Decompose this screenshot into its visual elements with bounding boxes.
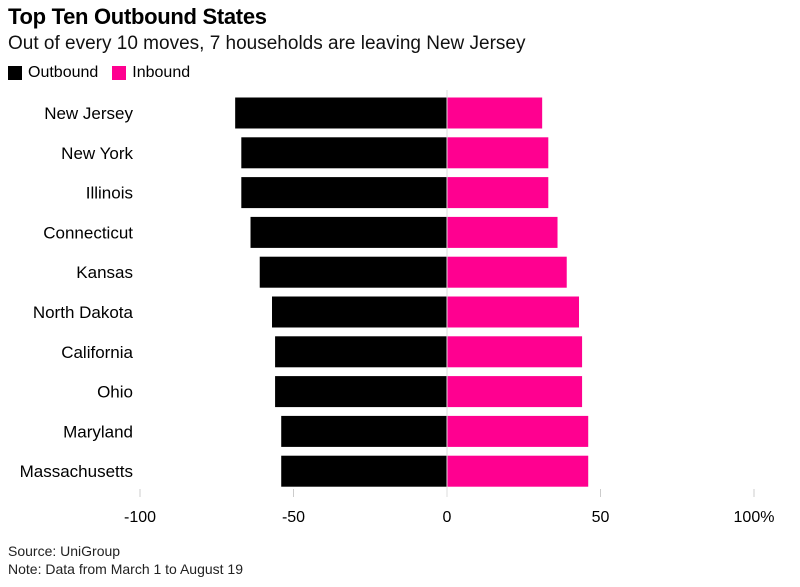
chart-subtitle: Out of every 10 moves, 7 households are … bbox=[8, 33, 526, 54]
category-label-2: Illinois bbox=[86, 184, 133, 203]
category-label-9: Massachusetts bbox=[20, 462, 133, 481]
category-label-5: North Dakota bbox=[33, 303, 134, 322]
bar-outbound-9 bbox=[281, 455, 447, 487]
bar-inbound-0 bbox=[447, 97, 543, 129]
category-label-7: Ohio bbox=[97, 383, 133, 402]
category-label-6: California bbox=[61, 343, 133, 362]
category-label-1: New York bbox=[61, 144, 133, 163]
legend: Outbound Inbound bbox=[8, 64, 204, 82]
bar-inbound-4 bbox=[447, 256, 567, 288]
bar-outbound-3 bbox=[250, 216, 447, 248]
bar-outbound-6 bbox=[275, 336, 447, 368]
x-tick-label-1: -50 bbox=[282, 509, 305, 526]
bar-outbound-2 bbox=[241, 177, 447, 209]
legend-swatch-outbound bbox=[8, 66, 22, 80]
bar-outbound-4 bbox=[259, 256, 447, 288]
category-label-8: Maryland bbox=[63, 422, 133, 441]
bar-outbound-7 bbox=[275, 376, 447, 408]
bar-inbound-5 bbox=[447, 296, 580, 328]
chart-title: Top Ten Outbound States bbox=[8, 4, 267, 29]
legend-label-inbound: Inbound bbox=[132, 64, 191, 81]
bar-outbound-5 bbox=[272, 296, 447, 328]
bar-outbound-0 bbox=[235, 97, 447, 129]
bar-inbound-1 bbox=[447, 137, 549, 169]
bar-inbound-2 bbox=[447, 177, 549, 209]
x-tick-label-2: 0 bbox=[443, 509, 452, 526]
bar-outbound-1 bbox=[241, 137, 447, 169]
category-label-4: Kansas bbox=[76, 263, 133, 282]
bar-outbound-8 bbox=[281, 415, 447, 447]
legend-item-inbound: Inbound bbox=[112, 64, 190, 82]
x-tick-label-0: -100 bbox=[124, 509, 156, 526]
category-label-3: Connecticut bbox=[43, 223, 133, 242]
legend-swatch-inbound bbox=[112, 66, 127, 80]
bar-inbound-3 bbox=[447, 216, 558, 248]
category-label-0: New Jersey bbox=[44, 104, 133, 123]
bar-inbound-8 bbox=[447, 415, 589, 447]
bar-inbound-7 bbox=[447, 376, 583, 408]
x-tick-label-4: 100% bbox=[734, 509, 775, 526]
data-note: Note: Data from March 1 to August 19 bbox=[8, 561, 244, 577]
legend-label-outbound: Outbound bbox=[28, 64, 99, 81]
x-tick-label-3: 50 bbox=[592, 509, 610, 526]
bar-inbound-9 bbox=[447, 455, 589, 487]
legend-item-outbound: Outbound bbox=[8, 64, 98, 82]
bar-inbound-6 bbox=[447, 336, 583, 368]
footer: Source: UniGroup Note: Data from March 1… bbox=[8, 542, 243, 578]
source-note: Source: UniGroup bbox=[8, 543, 121, 559]
